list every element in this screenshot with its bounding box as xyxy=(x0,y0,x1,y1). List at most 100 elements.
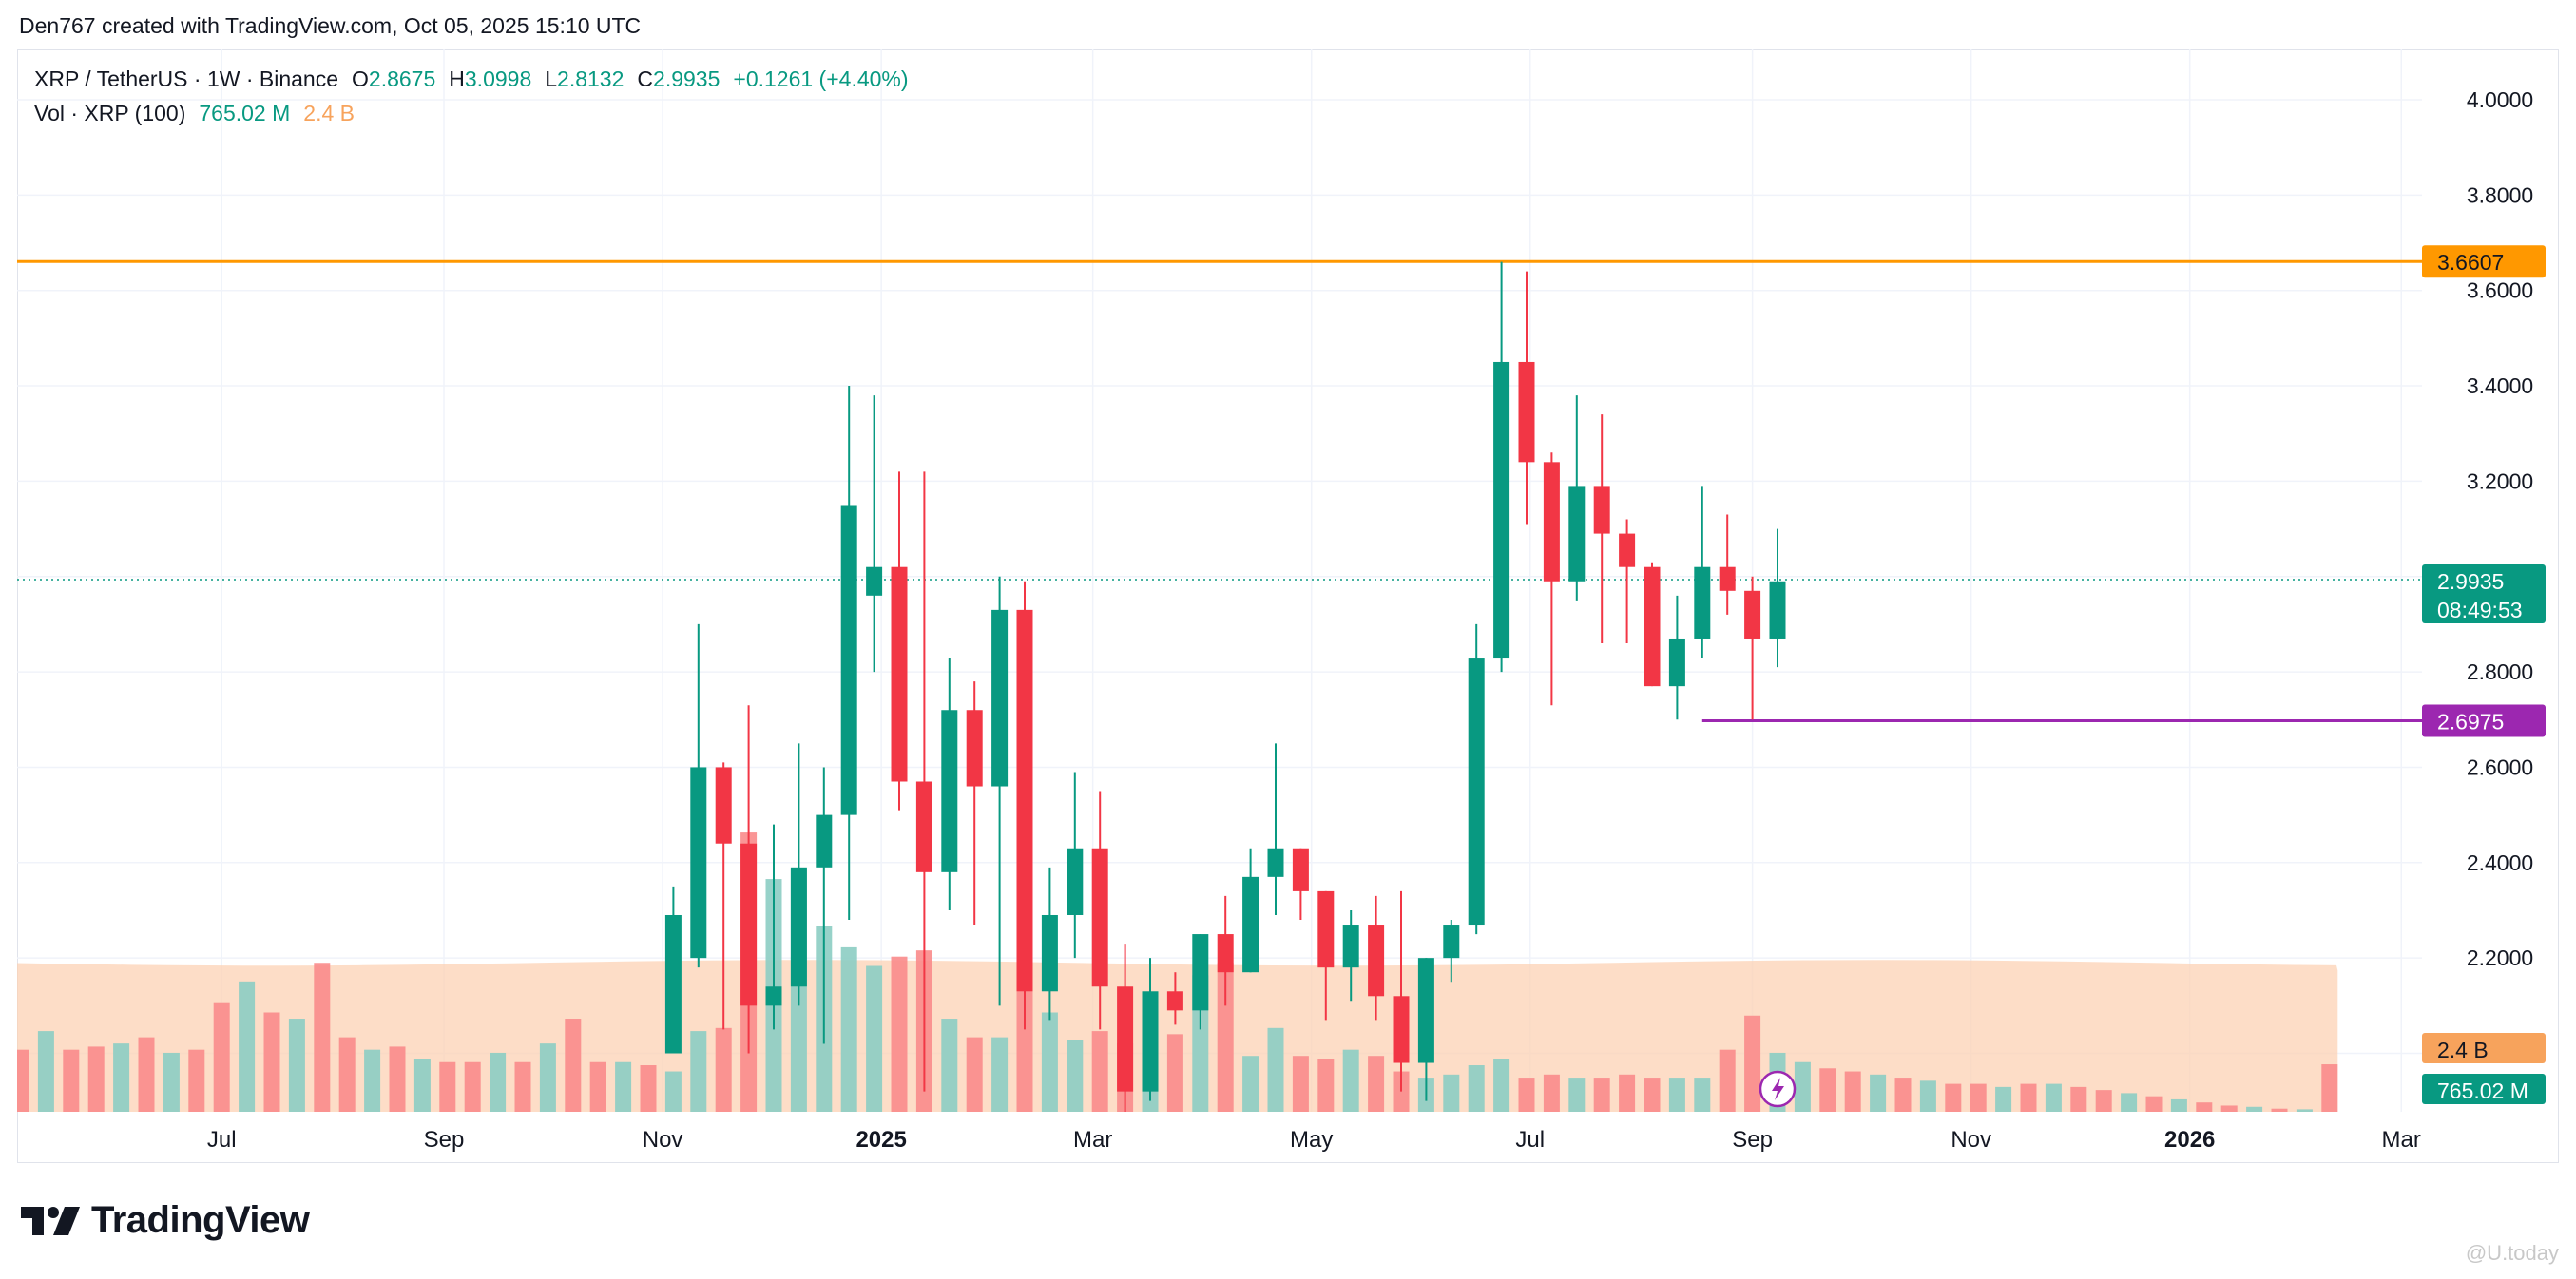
volume-bar xyxy=(490,1052,507,1112)
volume-bars xyxy=(17,832,2338,1112)
volume-bar xyxy=(840,946,857,1112)
chart-credit: Den767 created with TradingView.com, Oct… xyxy=(19,13,642,38)
x-tick-label: Sep xyxy=(424,1127,465,1153)
candle-body xyxy=(1668,638,1685,687)
support-tag-bg xyxy=(2422,704,2546,737)
volume-bar xyxy=(1217,963,1234,1112)
legend-volume-value: 765.02 M xyxy=(199,101,291,125)
candle-body xyxy=(1317,890,1335,968)
price-levels xyxy=(17,259,2422,723)
candle-body xyxy=(991,609,1009,787)
volume-bar xyxy=(338,1037,356,1112)
volume-bar xyxy=(1041,1012,1058,1112)
volume-bar xyxy=(1593,1078,1610,1112)
volume-bar xyxy=(138,1037,155,1112)
time-axis[interactable]: JulSepNov2025MarMayJulSepNov2026MarMayJu… xyxy=(207,1127,2576,1153)
volume-bar xyxy=(1166,1034,1183,1112)
candle-body xyxy=(1719,566,1736,591)
volume-bar xyxy=(891,956,908,1112)
volume-ma-tag-text: 2.4 B xyxy=(2437,1038,2489,1062)
candle-body xyxy=(690,767,707,959)
volume-bar xyxy=(413,1059,431,1112)
volume-bar xyxy=(2246,1106,2263,1112)
volume-bar xyxy=(1870,1074,1887,1112)
y-tick-label: 2.4000 xyxy=(2467,850,2533,875)
x-tick-label: Nov xyxy=(1951,1127,1991,1153)
legend-ohlc: XRP / TetherUS · 1W · Binance O2.8675 H3.0… xyxy=(34,67,922,92)
volume-bar xyxy=(1468,1065,1485,1112)
x-tick-label: May xyxy=(1290,1127,1333,1153)
legend-volume-ma: 2.4 B xyxy=(303,101,355,125)
legend-volume: Vol · XRP (100) 765.02 M 2.4 B xyxy=(34,101,355,126)
volume-bar xyxy=(1067,1040,1084,1112)
volume-bar xyxy=(1668,1078,1685,1112)
volume-bar xyxy=(1317,1059,1335,1112)
candle-body xyxy=(1166,991,1183,1011)
candle-body xyxy=(1192,934,1209,1011)
chart-frame xyxy=(17,49,2559,1163)
legend-high: 3.0998 xyxy=(464,67,532,91)
volume-bar xyxy=(1919,1080,1936,1112)
candle-body xyxy=(1593,486,1610,534)
candle-body xyxy=(816,814,833,868)
candle-body xyxy=(1543,462,1560,582)
candle-body xyxy=(1368,925,1385,997)
candle-body xyxy=(891,566,908,782)
volume-bar xyxy=(1443,1074,1460,1112)
candle-body xyxy=(1067,848,1084,915)
volume-bar xyxy=(966,1037,983,1112)
candle-body xyxy=(1518,361,1535,463)
resistance-tag-text: 3.6607 xyxy=(2437,250,2504,275)
last-price-tag-text: 08:49:53 xyxy=(2437,598,2523,622)
volume-bar xyxy=(263,1012,280,1112)
x-tick-label: 2025 xyxy=(855,1127,906,1153)
volume-bar xyxy=(1342,1049,1359,1112)
volume-bar xyxy=(2271,1108,2288,1112)
candle-body xyxy=(1468,658,1485,926)
tradingview-logo[interactable]: TradingView xyxy=(21,1199,310,1242)
y-tick-label: 2.2000 xyxy=(2467,945,2533,970)
volume-bar xyxy=(163,1052,180,1112)
volume-bar xyxy=(565,1019,582,1112)
candle-body xyxy=(1217,934,1234,973)
last-price-tag-bg xyxy=(2422,564,2546,624)
y-tick-label: 2.6000 xyxy=(2467,754,2533,779)
x-tick-label: Jul xyxy=(1515,1127,1545,1153)
volume-bar xyxy=(37,1031,54,1112)
legend-volume-label[interactable]: Vol · XRP (100) xyxy=(34,101,186,125)
volume-bar xyxy=(314,963,331,1112)
candle-body xyxy=(1016,609,1033,992)
volume-bar xyxy=(1644,1078,1661,1112)
volume-bar xyxy=(1744,1015,1761,1112)
x-tick-label: Sep xyxy=(1732,1127,1773,1153)
candle-body xyxy=(1267,848,1284,877)
volume-bar xyxy=(439,1061,456,1112)
candle-body xyxy=(1769,581,1786,639)
volume-bar xyxy=(2020,1083,2037,1112)
volume-bar xyxy=(364,1049,381,1112)
x-tick-label: 2026 xyxy=(2164,1127,2215,1153)
candle-body xyxy=(866,566,883,596)
volume-bar xyxy=(239,981,256,1112)
candles xyxy=(664,261,1786,1112)
x-tick-label: Mar xyxy=(2382,1127,2421,1153)
candle-body xyxy=(1117,986,1134,1092)
candle-body xyxy=(1242,876,1259,973)
legend-low-label: L xyxy=(545,67,558,91)
candle-body xyxy=(1619,533,1636,567)
volume-bar xyxy=(1819,1068,1836,1112)
volume-bar xyxy=(87,1046,105,1112)
volume-bar xyxy=(1016,984,1033,1112)
candle-body xyxy=(1417,958,1434,1063)
x-tick-label: Jul xyxy=(207,1127,237,1153)
legend-symbol[interactable]: XRP / TetherUS · 1W · Binance xyxy=(34,67,339,91)
volume-bar xyxy=(514,1061,531,1112)
candle-body xyxy=(1393,996,1410,1063)
flash-icon[interactable] xyxy=(1759,1070,1797,1108)
y-tick-label: 3.2000 xyxy=(2467,468,2533,493)
volume-bar xyxy=(464,1061,481,1112)
candle-body xyxy=(840,505,857,815)
candle-body xyxy=(941,710,958,872)
legend-open-label: O xyxy=(352,67,369,91)
